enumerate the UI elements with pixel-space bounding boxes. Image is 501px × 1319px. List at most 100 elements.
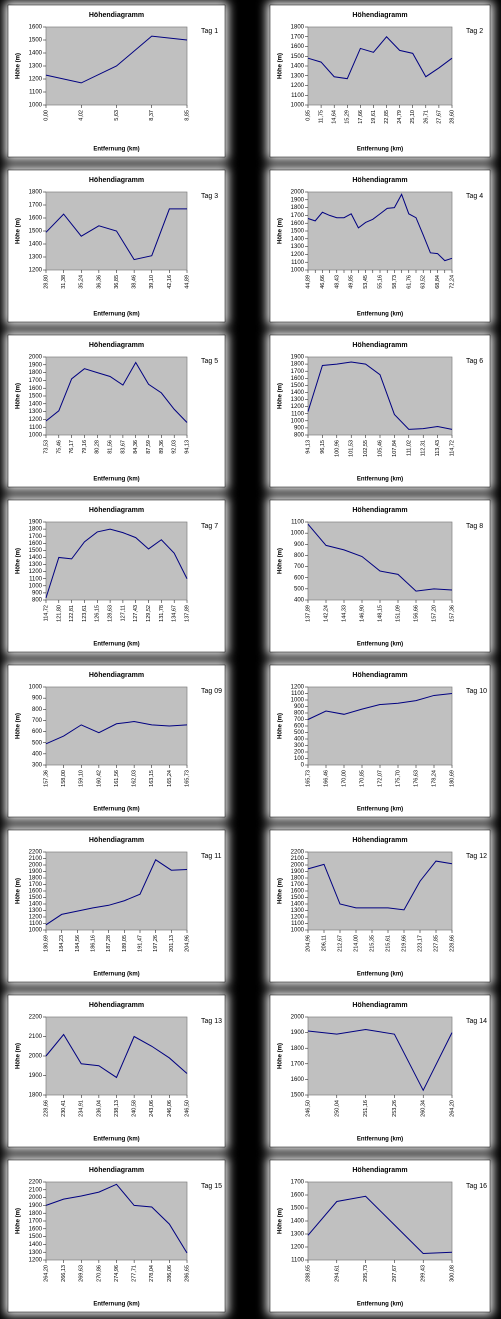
x-tick-label: 76,17 — [69, 440, 75, 454]
y-tick-label: 900 — [32, 696, 43, 702]
x-tick-label: 228,66 — [449, 935, 455, 952]
x-tick-label: 277,71 — [132, 1265, 138, 1282]
x-tick-label: 53,45 — [363, 275, 369, 289]
x-tick-label: 172,07 — [377, 770, 383, 787]
x-tick-label: 39,10 — [149, 275, 155, 289]
line — [45, 361, 188, 423]
x-tick-label: 101,53 — [349, 440, 355, 457]
y-tick-label: 800 — [294, 711, 305, 717]
x-tick-label: 286,65 — [184, 1265, 190, 1282]
x-tick-label: 170,00 — [341, 770, 347, 787]
y-tick-label: 1000 — [291, 531, 305, 537]
y-tick-label: 1700 — [29, 534, 43, 540]
y-tick-label: 1400 — [291, 902, 305, 908]
chart-title: Höhendiagramm — [89, 12, 144, 19]
y-tick-label: 1700 — [29, 203, 43, 209]
plot-area — [45, 1016, 188, 1096]
x-tick-label: 89,36 — [159, 440, 165, 454]
x-tick-label: 295,73 — [363, 1265, 369, 1282]
y-tick-label: 1500 — [29, 394, 43, 400]
x-tick-label: 0,00 — [43, 110, 49, 121]
y-tick-label: 1600 — [29, 889, 43, 895]
day-label: Tag 11 — [201, 853, 222, 860]
x-axis-label: Entfernung (km) — [357, 642, 403, 648]
chart-panel: Höhendiagramm Tag 4 Höhe (m) Entfernung (km… — [267, 167, 493, 325]
x-tick-label: 214,00 — [353, 935, 359, 952]
x-tick-label: 146,90 — [359, 605, 365, 622]
x-tick-label: 46,66 — [320, 275, 326, 289]
y-tick-label: 600 — [294, 724, 305, 730]
y-tick-label: 1800 — [29, 1093, 43, 1099]
chart-title: Höhendiagramm — [89, 672, 144, 679]
day-label: Tag 14 — [466, 1018, 487, 1025]
x-tick-label: 42,16 — [167, 275, 173, 289]
y-tick-label: 400 — [32, 751, 43, 757]
x-tick-label: 297,67 — [392, 1265, 398, 1282]
y-tick-label: 1900 — [29, 1073, 43, 1079]
day-label: Tag 3 — [201, 193, 218, 200]
y-tick-label: 1100 — [29, 425, 43, 431]
x-tick-label: 49,85 — [349, 275, 355, 289]
plot-area — [307, 686, 453, 766]
y-tick-label: 1400 — [291, 64, 305, 70]
y-tick-label: 1300 — [29, 255, 43, 261]
day-label: Tag 8 — [466, 523, 483, 530]
x-tick-label: 73,53 — [43, 440, 49, 454]
x-tick-label: 246,50 — [305, 1100, 311, 1117]
x-tick-label: 36,36 — [96, 275, 102, 289]
x-tick-label: 36,85 — [114, 275, 120, 289]
y-tick-label: 1000 — [291, 928, 305, 934]
x-tick-label: 236,04 — [96, 1100, 102, 1117]
y-tick-label: 1200 — [291, 252, 305, 258]
x-tick-label: 159,10 — [79, 770, 85, 787]
x-tick-label: 0,85 — [305, 110, 311, 121]
day-label: Tag 13 — [201, 1018, 222, 1025]
x-tick-label: 234,91 — [79, 1100, 85, 1117]
y-tick-label: 2200 — [291, 850, 305, 856]
y-tick-label: 1600 — [291, 889, 305, 895]
y-tick-label: 1000 — [29, 433, 43, 439]
y-tick-label: 1800 — [29, 190, 43, 196]
x-tick-label: 204,96 — [305, 935, 311, 952]
y-tick-label: 1800 — [291, 205, 305, 211]
x-tick-label: 180,69 — [43, 935, 49, 952]
x-tick-label: 240,58 — [132, 1100, 138, 1117]
x-tick-label: 22,85 — [384, 110, 390, 124]
y-tick-label: 500 — [32, 740, 43, 746]
plot-area — [307, 1016, 453, 1096]
x-tick-label: 44,89 — [305, 275, 311, 289]
y-tick-label: 1500 — [291, 383, 305, 389]
y-axis-label: Höhe (m) — [278, 1208, 284, 1234]
y-tick-label: 1900 — [291, 869, 305, 875]
x-tick-label: 28,80 — [43, 275, 49, 289]
y-tick-label: 1600 — [291, 44, 305, 50]
y-tick-label: 1800 — [291, 1046, 305, 1052]
x-tick-label: 253,26 — [392, 1100, 398, 1117]
x-tick-label: 44,89 — [184, 275, 190, 289]
y-tick-label: 1500 — [291, 1093, 305, 1099]
x-tick-label: 300,08 — [449, 1265, 455, 1282]
day-label: Tag 4 — [466, 193, 483, 200]
plot-area — [307, 191, 453, 271]
y-tick-label: 2200 — [29, 850, 43, 856]
x-tick-label: 180,69 — [449, 770, 455, 787]
x-axis-label: Entfernung (km) — [357, 312, 403, 318]
x-tick-label: 156,66 — [413, 605, 419, 622]
y-tick-label: 1700 — [29, 882, 43, 888]
y-tick-label: 1300 — [29, 409, 43, 415]
y-tick-label: 1400 — [291, 390, 305, 396]
y-tick-label: 1200 — [291, 685, 305, 691]
x-tick-label: 102,55 — [363, 440, 369, 457]
chart-title: Höhendiagramm — [352, 12, 407, 19]
y-tick-label: 1600 — [291, 1193, 305, 1199]
day-label: Tag 16 — [466, 1183, 487, 1190]
y-tick-label: 1600 — [291, 376, 305, 382]
y-tick-label: 1400 — [29, 902, 43, 908]
y-tick-label: 2000 — [29, 355, 43, 361]
day-label: Tag 15 — [201, 1183, 222, 1190]
y-tick-label: 900 — [294, 542, 305, 548]
x-tick-label: 142,24 — [323, 605, 329, 622]
y-tick-label: 1700 — [291, 1180, 305, 1186]
x-axis-label: Entfernung (km) — [93, 1137, 139, 1143]
y-tick-label: 1000 — [29, 928, 43, 934]
